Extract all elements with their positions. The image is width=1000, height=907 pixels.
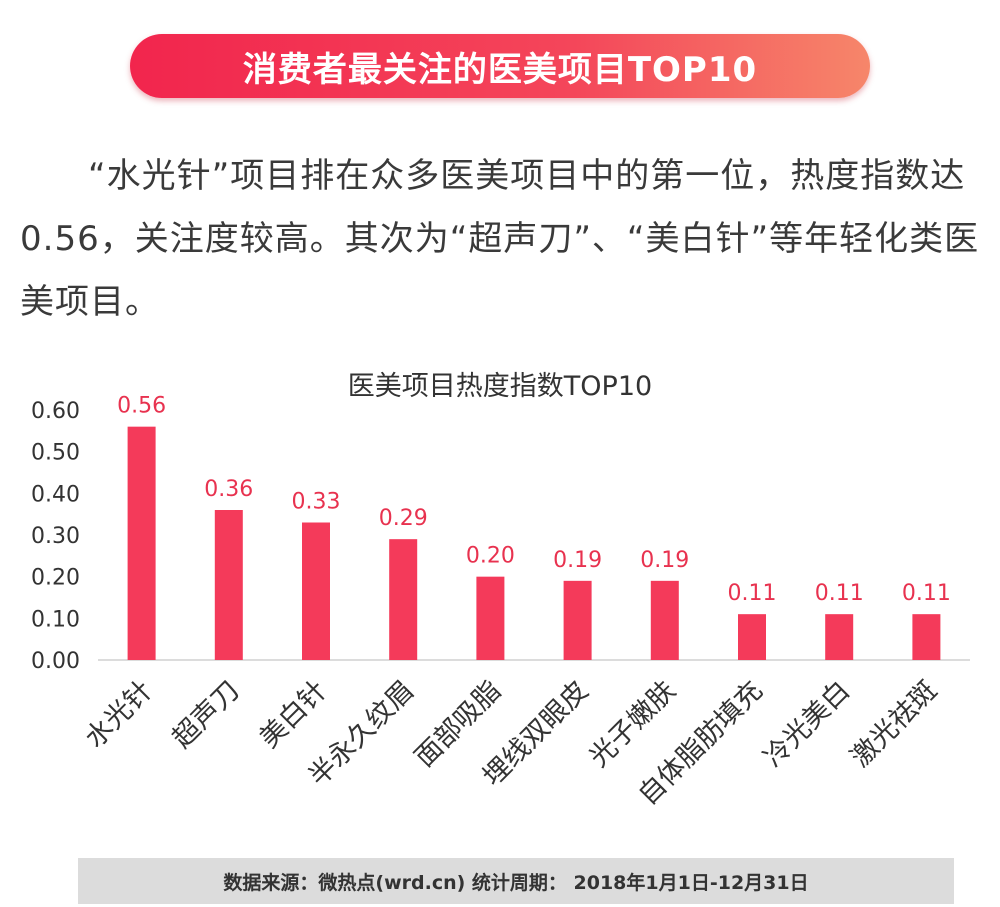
- bar: [214, 510, 243, 660]
- bars-group: [127, 426, 941, 660]
- chart-title: 医美项目热度指数TOP10: [348, 371, 652, 402]
- y-tick-label: 0.20: [31, 566, 80, 591]
- x-category-label: 水光针: [79, 675, 158, 754]
- bar: [127, 426, 156, 660]
- x-category-label: 冷光美白: [758, 675, 856, 773]
- bar: [738, 614, 766, 660]
- bar: [912, 614, 941, 660]
- bar: [302, 522, 330, 660]
- value-label: 0.11: [728, 581, 777, 606]
- source-box: 数据来源：微热点(wrd.cn) 统计周期： 2018年1月1日-12月31日: [78, 858, 954, 904]
- y-tick-label: 0.30: [31, 524, 80, 549]
- value-label: 0.29: [379, 506, 428, 531]
- x-category-label: 美白针: [254, 675, 333, 754]
- bar: [389, 539, 418, 660]
- y-tick-label: 0.50: [31, 441, 80, 466]
- y-tick-label: 0.40: [31, 482, 80, 507]
- value-label: 0.36: [204, 477, 253, 502]
- bar: [650, 580, 679, 660]
- value-labels-group: 0.56 0.36 0.33 0.29 0.20 0.19 0.19 0.11 0.11 0.11: [117, 394, 951, 607]
- y-tick-label: 0.60: [31, 399, 80, 424]
- title-banner: 消费者最关注的医美项目TOP10: [130, 34, 870, 98]
- banner-title: 消费者最关注的医美项目TOP10: [242, 49, 758, 90]
- x-category-label: 激光祛斑: [845, 675, 943, 773]
- x-category-label: 超声刀: [167, 675, 246, 754]
- bar: [476, 576, 505, 660]
- value-label: 0.11: [902, 581, 951, 606]
- y-tick-label: 0.10: [31, 607, 80, 632]
- value-label: 0.20: [466, 544, 515, 569]
- source-text: 数据来源：微热点(wrd.cn) 统计周期： 2018年1月1日-12月31日: [223, 871, 809, 894]
- bar-chart: 医美项目热度指数TOP10 0.000.100.200.300.400.500.…: [31, 371, 970, 812]
- bar: [563, 580, 592, 660]
- x-labels-group: 水光针 超声刀 美白针半永久纹眉面部吸脂埋线双眼皮光子嫩肤自体脂肪填充冷光美白激光祛…: [79, 675, 943, 811]
- y-axis: 0.00 0.10 0.20 0.30 0.40 0.50 0.60: [31, 399, 80, 674]
- y-tick-label: 0.00: [31, 649, 80, 674]
- value-label: 0.33: [292, 490, 341, 515]
- value-label: 0.11: [815, 581, 864, 606]
- value-label: 0.19: [553, 548, 602, 573]
- bar: [825, 614, 854, 660]
- value-label: 0.19: [640, 548, 689, 573]
- value-label: 0.56: [117, 394, 166, 419]
- intro-paragraph: “水光针”项目排在众多医美项目中的第一位，热度指数达0.56，关注度较高。其次为…: [20, 156, 980, 322]
